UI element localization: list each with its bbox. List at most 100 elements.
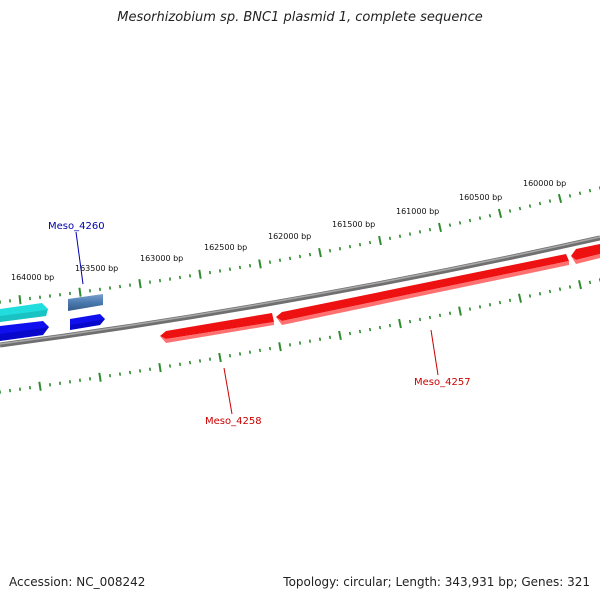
outer-ring-minor-tick: [388, 236, 392, 241]
gene-label-meso-4260[interactable]: Meso_4260: [48, 221, 105, 232]
inner-ring-minor-tick: [488, 303, 492, 307]
outer-ring-minor-tick: [528, 204, 532, 208]
inner-ring-minor-tick: [118, 372, 122, 376]
inner-ring-minor-tick: [258, 348, 262, 353]
gene-label-meso-4258[interactable]: Meso_4258: [205, 416, 262, 427]
gene-meso-4258[interactable]: [160, 313, 274, 343]
inner-ring-major-tick: [458, 306, 462, 316]
outer-ring-minor-tick: [188, 274, 192, 278]
outer-ring-major-tick: [78, 287, 82, 297]
gene-blue-left[interactable]: [0, 321, 49, 341]
inner-ring-minor-tick: [288, 343, 292, 347]
outer-ring-major-tick: [318, 248, 322, 258]
inner-ring-minor-tick: [408, 319, 412, 324]
inner-ring-minor-tick: [588, 280, 592, 285]
inner-ring-minor-tick: [378, 325, 382, 330]
outer-ring-minor-tick: [478, 216, 482, 220]
outer-ring-major-tick: [497, 208, 503, 219]
gene-cyan[interactable]: [0, 303, 48, 322]
gene-meso-4257[interactable]: [276, 254, 569, 325]
outer-ring-minor-tick: [358, 242, 362, 247]
gene-blue-small[interactable]: [70, 314, 105, 330]
inner-ring-minor-tick: [538, 292, 542, 296]
outer-ring-minor-tick: [218, 269, 222, 273]
inner-ring-minor-tick: [208, 357, 212, 361]
outer-ring-minor-tick: [208, 270, 212, 275]
inner-ring-minor-tick: [358, 329, 362, 334]
outer-ring-minor-tick: [408, 232, 412, 236]
inner-ring-minor-tick: [568, 285, 572, 289]
callout-line-meso-4260: [75, 231, 84, 285]
outer-ring-minor-tick: [248, 263, 252, 268]
inner-ring-minor-tick: [438, 313, 442, 318]
inner-ring-minor-tick: [428, 315, 432, 320]
inner-ring-major-tick: [158, 363, 162, 373]
inner-ring-minor-tick: [478, 305, 482, 309]
inner-ring-minor-tick: [548, 289, 552, 294]
inner-tick-ring: [0, 278, 600, 394]
inner-ring-minor-tick: [188, 360, 192, 365]
inner-ring-minor-tick: [148, 367, 152, 371]
inner-ring-minor-tick: [298, 341, 302, 345]
inner-ring-major-tick: [278, 342, 282, 352]
inner-ring-minor-tick: [528, 294, 532, 298]
outer-ring-major-tick: [438, 222, 442, 233]
callout-line-meso-4257: [430, 329, 439, 376]
outer-ring-minor-tick: [348, 244, 352, 249]
scale-label: 163000 bp: [140, 254, 183, 263]
outer-ring-minor-tick: [578, 191, 582, 195]
scale-label: 160000 bp: [523, 179, 566, 188]
inner-ring-major-tick: [38, 381, 42, 391]
outer-ring-major-tick: [18, 295, 22, 305]
inner-ring-minor-tick: [508, 298, 512, 303]
inner-ring-minor-tick: [198, 359, 202, 363]
scale-label: 163500 bp: [75, 264, 118, 273]
callout-line-meso-4258: [223, 367, 233, 415]
scale-label: 164000 bp: [11, 273, 54, 282]
topology-summary-text: Topology: circular; Length: 343,931 bp; …: [283, 575, 590, 589]
inner-ring-minor-tick: [168, 364, 172, 368]
inner-ring-minor-tick: [248, 350, 252, 354]
gene-meso-4260[interactable]: [68, 294, 103, 311]
inner-ring-minor-tick: [238, 352, 242, 356]
outer-tick-ring: [0, 186, 600, 305]
outer-ring-minor-tick: [538, 201, 542, 206]
scale-label: 162500 bp: [204, 243, 247, 252]
inner-ring-minor-tick: [348, 331, 352, 336]
inner-ring-minor-tick: [128, 370, 132, 375]
inner-ring-major-tick: [218, 352, 222, 363]
outer-ring-major-tick: [138, 279, 142, 289]
inner-ring-minor-tick: [178, 362, 182, 367]
inner-ring-minor-tick: [228, 353, 232, 358]
inner-ring-minor-tick: [308, 339, 312, 343]
outer-ring-minor-tick: [468, 218, 472, 223]
outer-ring-minor-tick: [228, 267, 232, 271]
backbone-arc: [0, 235, 600, 348]
outer-ring-minor-tick: [268, 260, 272, 264]
gene-label-meso-4257[interactable]: Meso_4257: [414, 377, 471, 388]
inner-ring-minor-tick: [448, 311, 452, 315]
inner-ring-minor-tick: [558, 287, 562, 291]
inner-ring-major-tick: [518, 293, 522, 303]
outer-ring-minor-tick: [548, 199, 552, 203]
outer-ring-minor-tick: [368, 240, 372, 245]
outer-ring-major-tick: [378, 235, 382, 246]
outer-ring-minor-tick: [418, 230, 422, 234]
outer-ring-major-tick: [258, 259, 262, 269]
inner-ring-minor-tick: [418, 317, 422, 322]
inner-ring-minor-tick: [138, 369, 142, 373]
gene-red-right[interactable]: [571, 244, 600, 264]
outer-ring-minor-tick: [308, 252, 312, 257]
outer-ring-minor-tick: [508, 209, 512, 213]
inner-ring-minor-tick: [388, 323, 392, 328]
outer-ring-minor-tick: [588, 188, 592, 193]
inner-ring-minor-tick: [328, 335, 332, 340]
backbone-highlight: [0, 236, 600, 345]
outer-ring-minor-tick: [458, 221, 462, 225]
outer-ring-minor-tick: [338, 246, 342, 251]
outer-ring-minor-tick: [518, 206, 522, 211]
outer-ring-minor-tick: [278, 258, 282, 262]
outer-ring-major-tick: [557, 193, 563, 204]
